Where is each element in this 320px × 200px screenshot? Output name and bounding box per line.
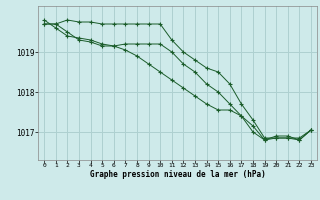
X-axis label: Graphe pression niveau de la mer (hPa): Graphe pression niveau de la mer (hPa) bbox=[90, 170, 266, 179]
